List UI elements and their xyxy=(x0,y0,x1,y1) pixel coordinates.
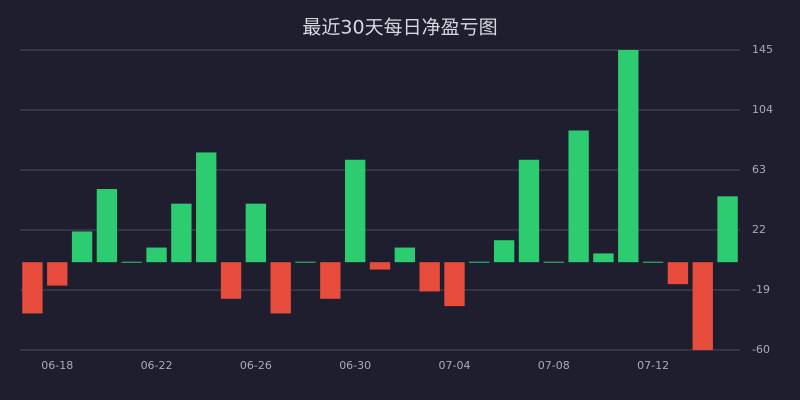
bar xyxy=(667,262,689,285)
bar xyxy=(295,261,316,263)
bar xyxy=(22,262,43,314)
bar xyxy=(642,261,664,263)
bar xyxy=(692,262,713,350)
bar xyxy=(71,231,93,263)
bar xyxy=(146,247,167,263)
bar xyxy=(419,262,440,292)
bar xyxy=(568,130,589,263)
y-tick-label: 145 xyxy=(752,43,773,56)
bar xyxy=(593,253,614,263)
bar xyxy=(270,262,291,314)
x-tick-label: 07-08 xyxy=(538,359,570,372)
bar xyxy=(518,159,540,263)
bar xyxy=(47,262,68,286)
bar xyxy=(220,262,242,299)
bar xyxy=(543,261,564,263)
bar xyxy=(320,262,341,299)
bar xyxy=(344,159,366,263)
y-tick-label: 104 xyxy=(752,103,773,116)
bar xyxy=(369,262,391,270)
x-tick-label: 06-18 xyxy=(41,359,73,372)
chart-title: 最近30天每日净盈亏图 xyxy=(302,17,497,39)
bar xyxy=(394,247,416,263)
bar xyxy=(121,261,142,263)
x-tick-label: 07-12 xyxy=(637,359,669,372)
bar xyxy=(469,261,490,263)
bar xyxy=(196,152,217,263)
x-tick-label: 06-22 xyxy=(141,359,173,372)
bar xyxy=(171,203,192,263)
x-tick-label: 06-26 xyxy=(240,359,272,372)
y-tick-label: 63 xyxy=(752,163,766,176)
bar xyxy=(96,189,118,263)
bar xyxy=(717,196,738,263)
x-tick-label: 07-04 xyxy=(438,359,470,372)
bar xyxy=(618,50,639,263)
y-tick-label: 22 xyxy=(752,223,766,236)
y-tick-label: -19 xyxy=(752,283,770,296)
x-tick-label: 06-30 xyxy=(339,359,371,372)
y-tick-label: -60 xyxy=(752,343,770,356)
bar xyxy=(493,240,515,263)
bar xyxy=(444,262,465,307)
bar xyxy=(245,203,267,263)
